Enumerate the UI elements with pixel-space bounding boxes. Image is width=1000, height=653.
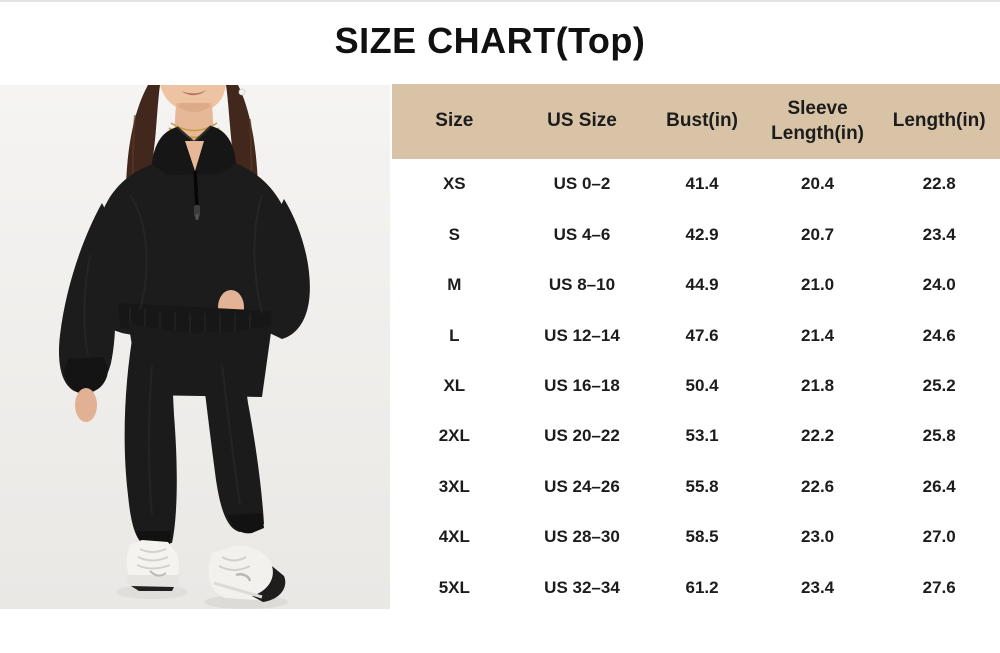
- table-cell: US 8–10: [548, 275, 616, 295]
- table-cell: 41.4: [685, 174, 719, 194]
- table-cell: 20.7: [801, 224, 835, 244]
- table-cell: L: [449, 325, 460, 345]
- table-cell: 22.6: [801, 476, 835, 496]
- table-cell: 58.5: [685, 527, 719, 547]
- table-cell: 42.9: [685, 224, 719, 244]
- table-cell: US 4–6: [553, 224, 611, 244]
- table-cell: 21.0: [801, 275, 835, 295]
- table-cell: US 32–34: [544, 577, 620, 597]
- left-hand: [75, 388, 97, 422]
- table-cell: US 20–22: [544, 426, 620, 446]
- column-header-bust: Bust(in): [666, 110, 738, 132]
- table-cell: US 12–14: [544, 325, 620, 345]
- table-cell: 24.0: [922, 275, 956, 295]
- table-cell: XS: [442, 174, 466, 194]
- table-cell: 61.2: [685, 577, 719, 597]
- table-cell: 26.4: [922, 476, 956, 496]
- sweatshirt: [58, 125, 310, 422]
- table-cell: 20.4: [801, 174, 835, 194]
- table-cell: 53.1: [685, 426, 719, 446]
- table-cell: US 28–30: [544, 527, 620, 547]
- table-cell: 47.6: [685, 325, 719, 345]
- table-cell: 22.2: [801, 426, 835, 446]
- table-cell: S: [448, 224, 460, 244]
- table-cell: 5XL: [438, 577, 470, 597]
- zipper: [193, 170, 200, 220]
- table-cell: 24.6: [922, 325, 956, 345]
- table-cell: 22.8: [922, 174, 956, 194]
- table-row: 2XL US 20–22 53.1 22.2 25.8: [392, 411, 1000, 461]
- table-cell: 23.4: [801, 577, 835, 597]
- table-cell: 27.6: [922, 577, 956, 597]
- table-cell: 4XL: [438, 527, 470, 547]
- sweatpants: [124, 321, 272, 548]
- earring: [238, 88, 246, 96]
- table-header-row: Size US Size Bust(in) Sleeve Length(in) …: [392, 84, 1000, 159]
- table-cell: 25.8: [922, 426, 956, 446]
- table-row: 3XL US 24–26 55.8 22.6 26.4: [392, 462, 1000, 512]
- table-row: L US 12–14 47.6 21.4 24.6: [392, 310, 1000, 360]
- table-cell: 55.8: [685, 476, 719, 496]
- model-photo: [0, 85, 390, 609]
- table-cell: 50.4: [685, 375, 719, 395]
- table-cell: US 16–18: [544, 375, 620, 395]
- column-header-length: Length(in): [892, 110, 986, 132]
- table-cell: 27.0: [922, 527, 956, 547]
- table-cell: 21.4: [801, 325, 835, 345]
- table-row: XS US 0–2 41.4 20.4 22.8: [392, 159, 1000, 209]
- table-row: S US 4–6 42.9 20.7 23.4: [392, 209, 1000, 259]
- table-cell: 3XL: [438, 476, 470, 496]
- table-cell: US 24–26: [544, 476, 620, 496]
- sneakers: [126, 540, 286, 602]
- table-row: M US 8–10 44.9 21.0 24.0: [392, 260, 1000, 310]
- table-row: 5XL US 32–34 61.2 23.4 27.6: [392, 563, 1000, 613]
- table-row: XL US 16–18 50.4 21.8 25.2: [392, 361, 1000, 411]
- table-cell: M: [447, 275, 462, 295]
- page-title: SIZE CHART(Top): [334, 20, 646, 61]
- table-cell: 2XL: [438, 426, 470, 446]
- table-row: 4XL US 28–30 58.5 23.0 27.0: [392, 512, 1000, 562]
- size-table: Size US Size Bust(in) Sleeve Length(in) …: [392, 84, 1000, 613]
- column-header-sleeve-length: Sleeve Length(in): [771, 97, 864, 144]
- table-cell: XL: [443, 375, 466, 395]
- sweatshirt-hem: [118, 303, 272, 336]
- table-cell: 23.0: [801, 527, 835, 547]
- column-header-size: Size: [435, 110, 474, 132]
- table-cell: 44.9: [685, 275, 719, 295]
- top-divider: [0, 0, 1000, 2]
- table-cell: 21.8: [801, 375, 835, 395]
- table-cell: US 0–2: [553, 174, 611, 194]
- table-cell: 23.4: [922, 224, 956, 244]
- table-cell: 25.2: [922, 375, 956, 395]
- column-header-us-size: US Size: [547, 110, 617, 132]
